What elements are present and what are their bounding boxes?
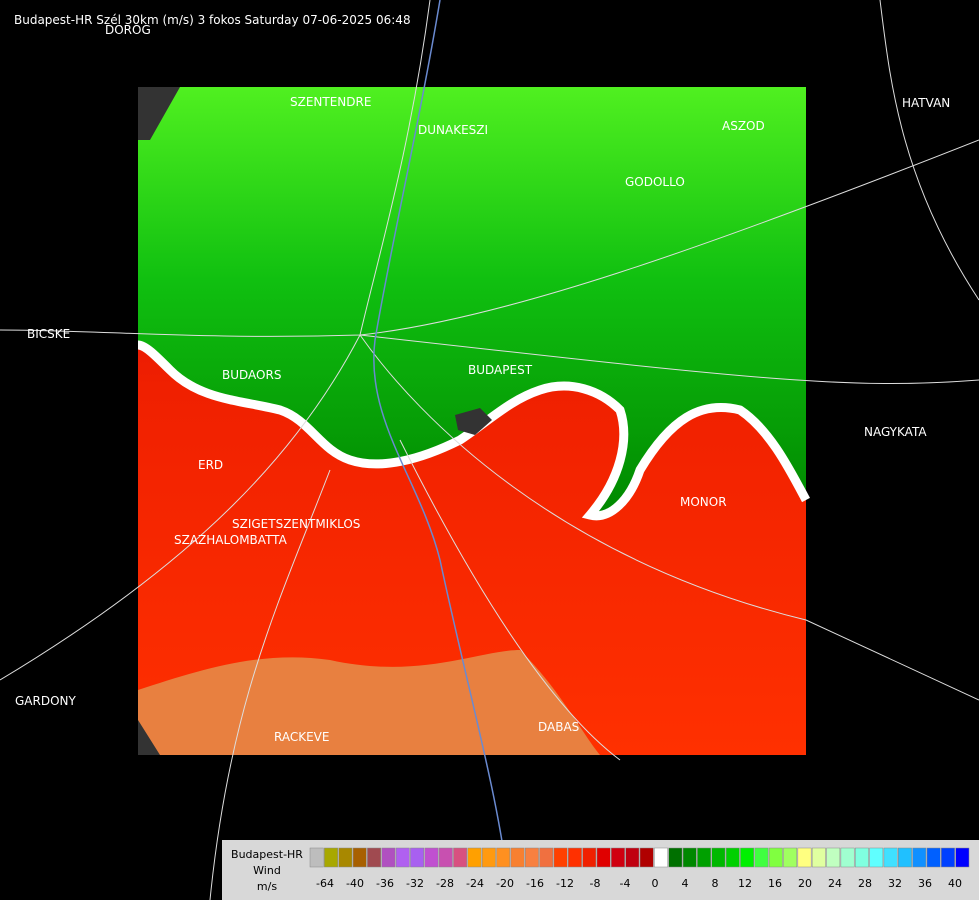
legend-tick-label: 28 [858, 877, 872, 890]
legend-swatch [840, 847, 855, 868]
legend-swatch [539, 847, 554, 868]
legend-swatch [912, 847, 927, 868]
legend-swatch [898, 847, 912, 868]
place-label: MONOR [680, 495, 727, 509]
legend-tick-label: 4 [682, 877, 689, 890]
place-label: DUNAKESZI [418, 123, 488, 137]
place-label: SZIGETSZENTMIKLOS [232, 517, 360, 531]
legend-tick-label: -12 [556, 877, 574, 890]
legend-tick-label: -24 [466, 877, 484, 890]
legend-swatch [740, 847, 755, 868]
legend-swatch [625, 847, 640, 868]
legend-station: Budapest-HR [231, 848, 303, 861]
legend-swatch [453, 847, 468, 868]
legend-swatch [510, 847, 525, 868]
place-label: NAGYKATA [864, 425, 927, 439]
place-label: DABAS [538, 720, 579, 734]
legend-tick-label: 16 [768, 877, 782, 890]
legend-tick-label: -16 [526, 877, 544, 890]
legend-swatch [682, 847, 697, 868]
legend-swatch [941, 847, 955, 868]
legend-swatch [668, 847, 683, 868]
place-label: BUDAORS [222, 368, 281, 382]
legend-tick-label: -40 [346, 877, 364, 890]
legend-tick-label: -64 [316, 877, 334, 890]
legend-swatch [352, 847, 367, 868]
legend-swatch [811, 847, 826, 868]
legend-quantity: Wind [253, 864, 281, 877]
legend-tick-label: 40 [948, 877, 962, 890]
legend-swatch [697, 847, 711, 868]
legend-swatches [309, 847, 970, 868]
legend-tick-label: -32 [406, 877, 424, 890]
legend-swatch [926, 847, 941, 868]
place-label: SZENTENDRE [290, 95, 371, 109]
legend-tick-label: -4 [620, 877, 631, 890]
legend-swatch [711, 847, 726, 868]
legend-tick-label: 8 [712, 877, 719, 890]
legend-swatch [754, 847, 769, 868]
legend-swatch [725, 847, 740, 868]
legend-swatch [410, 847, 425, 868]
legend-swatch [395, 847, 410, 868]
legend-swatch [309, 847, 324, 868]
radar-field [137, 87, 810, 755]
legend-swatch [553, 847, 568, 868]
legend-swatch [582, 847, 597, 868]
legend-swatch [367, 847, 381, 868]
legend-swatch [797, 847, 812, 868]
place-label: SZAZHALOMBATTA [174, 533, 288, 547]
legend-swatch [568, 847, 582, 868]
legend-swatch [611, 847, 625, 868]
legend-tick-label: -36 [376, 877, 394, 890]
legend-swatch [783, 847, 798, 868]
legend-tick-label: 20 [798, 877, 812, 890]
legend-swatch [854, 847, 869, 868]
legend-tick-label: 24 [828, 877, 842, 890]
legend-swatch [524, 847, 539, 868]
place-label: BUDAPEST [468, 363, 533, 377]
legend-swatch [639, 847, 654, 868]
place-label: GODOLLO [625, 175, 685, 189]
legend-swatch [338, 847, 353, 868]
legend-swatch [424, 847, 439, 868]
place-label: BICSKE [27, 327, 70, 341]
legend-tick-label: 36 [918, 877, 932, 890]
legend-swatch [467, 847, 482, 868]
rivers [373, 0, 511, 900]
legend-swatch [381, 847, 396, 868]
legend-swatch [438, 847, 453, 868]
place-label: GARDONY [15, 694, 77, 708]
place-label: ERD [198, 458, 223, 472]
legend-swatch [869, 847, 884, 868]
place-label: ASZOD [722, 119, 765, 133]
legend-swatch [955, 847, 970, 868]
legend-swatch [883, 847, 898, 868]
place-label: HATVAN [902, 96, 950, 110]
map-title: Budapest-HR Szél 30km (m/s) 3 fokos Satu… [14, 13, 411, 27]
legend-tick-label: -8 [590, 877, 601, 890]
place-label: RACKEVE [274, 730, 329, 744]
legend-tick-label: -20 [496, 877, 514, 890]
legend-swatch [654, 847, 668, 868]
legend-swatch [481, 847, 496, 868]
place-label: DOROG [105, 23, 151, 37]
legend-ticks: -64 -40 -36 -32 -28 -24 -20 -16 -12 -8 -4 0 4 8 12 16 20… [316, 877, 962, 890]
legend-swatch [768, 847, 783, 868]
legend-swatch [596, 847, 611, 868]
legend-tick-label: 32 [888, 877, 902, 890]
legend-swatch [496, 847, 511, 868]
legend-swatch [826, 847, 841, 868]
legend-swatch [324, 847, 338, 868]
legend-tick-label: 12 [738, 877, 752, 890]
legend-unit: m/s [257, 880, 277, 893]
legend-tick-label: -28 [436, 877, 454, 890]
legend: Budapest-HR Wind m/s -64 -40 -36 -32 -28 -24-… [222, 840, 979, 900]
legend-tick-label: 0 [652, 877, 659, 890]
